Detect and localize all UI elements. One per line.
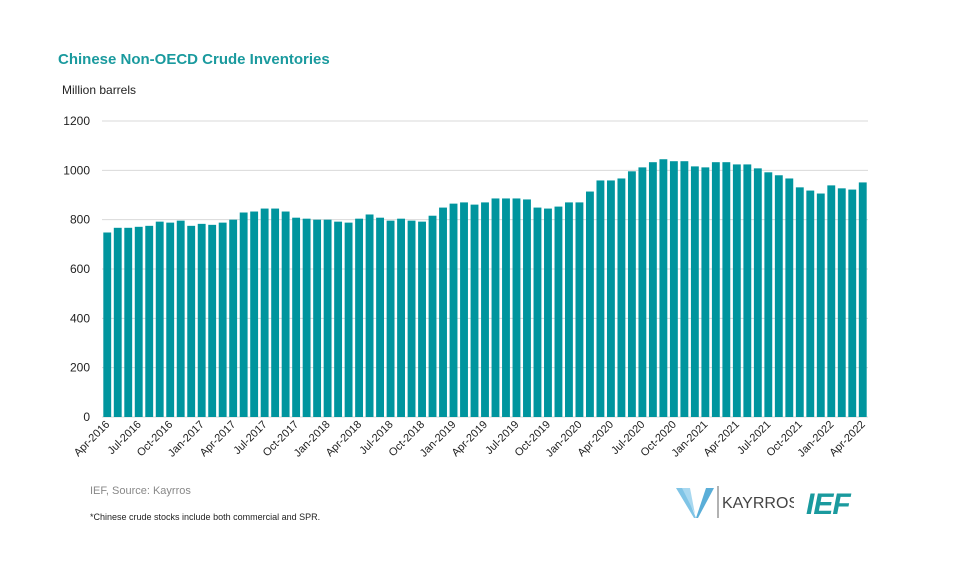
bar-Jul-2016	[134, 226, 143, 417]
bar-Jan-2022	[827, 185, 836, 417]
bar-Dec-2019	[565, 202, 573, 417]
bar-Oct-2016	[166, 222, 175, 417]
bar-May-2018	[365, 214, 374, 417]
bar-Aug-2020	[648, 162, 657, 417]
bar-Aug-2017	[271, 208, 280, 417]
bar-Oct-2020	[669, 161, 678, 417]
kayrros-logo-text: KAYRROS	[722, 495, 794, 512]
bar-Feb-2021	[711, 162, 720, 417]
bar-Jul-2019	[512, 198, 521, 417]
bar-Feb-2019	[460, 202, 468, 417]
y-tick-label: 1200	[63, 114, 90, 128]
bar-May-2019	[491, 198, 500, 417]
bar-Feb-2022	[837, 188, 846, 417]
bar-Jan-2017	[197, 223, 206, 417]
bar-Apr-2020	[606, 180, 615, 417]
x-tick-label: Apr-2016	[72, 419, 112, 459]
bar-Sep-2021	[785, 178, 794, 417]
bar-Apr-2019	[481, 202, 489, 417]
bar-Dec-2017	[313, 219, 322, 417]
bar-Mar-2019	[470, 204, 479, 417]
bar-Jan-2020	[575, 202, 584, 417]
bar-Dec-2021	[816, 193, 825, 417]
bar-Nov-2019	[554, 206, 563, 417]
bar-Apr-2021	[732, 164, 741, 417]
source-text: IEF, Source: Kayrros	[90, 485, 191, 497]
bar-Dec-2018	[439, 207, 447, 417]
bar-May-2016	[113, 227, 122, 417]
bar-Oct-2021	[795, 187, 804, 417]
bar-Nov-2021	[806, 190, 815, 417]
bar-Sep-2020	[659, 159, 668, 417]
bar-Oct-2018	[418, 221, 426, 417]
y-tick-label: 0	[83, 410, 90, 424]
bar-May-2017	[239, 212, 248, 417]
bar-Sep-2018	[407, 220, 416, 417]
bar-Jul-2018	[386, 220, 395, 417]
bar-Mar-2017	[218, 222, 227, 417]
bar-Jun-2019	[502, 198, 510, 417]
y-tick-label: 800	[70, 213, 90, 227]
bar-Nov-2016	[176, 220, 185, 417]
bar-Jan-2019	[449, 203, 458, 417]
bar-Apr-2017	[229, 219, 238, 417]
bar-Jul-2021	[764, 172, 773, 417]
bar-May-2021	[743, 164, 752, 417]
bar-Apr-2022	[858, 182, 867, 417]
bar-Mar-2021	[722, 162, 731, 417]
bar-May-2020	[617, 178, 626, 417]
bar-Oct-2017	[292, 217, 301, 417]
y-tick-label: 400	[70, 311, 90, 325]
y-tick-label: 600	[70, 262, 90, 276]
bar-Jul-2020	[638, 167, 647, 417]
bar-Apr-2018	[355, 218, 364, 417]
bar-Jun-2018	[376, 217, 385, 417]
bar-Jun-2016	[124, 227, 133, 417]
kayrros-logo: KAYRROS	[674, 484, 799, 520]
bar-Nov-2018	[428, 215, 437, 417]
bar-Sep-2017	[281, 211, 290, 417]
bar-Feb-2017	[208, 224, 217, 417]
bar-Jul-2017	[260, 208, 269, 417]
bar-Sep-2016	[155, 221, 164, 417]
bar-Aug-2016	[145, 225, 154, 417]
bar-Dec-2016	[187, 225, 196, 417]
bar-Apr-2016	[103, 232, 112, 417]
bar-Feb-2020	[585, 191, 594, 417]
bar-Jun-2021	[753, 168, 762, 417]
bar-Sep-2019	[533, 207, 542, 417]
ief-logo: IEF	[806, 488, 851, 521]
bar-Mar-2022	[848, 189, 857, 417]
bar-Nov-2017	[302, 218, 311, 417]
bar-Aug-2021	[774, 175, 783, 417]
bar-Aug-2019	[523, 199, 531, 417]
bar-Jun-2020	[627, 171, 636, 417]
bar-Nov-2020	[680, 161, 689, 417]
bar-Aug-2018	[397, 218, 405, 417]
bar-Dec-2020	[690, 166, 699, 417]
bar-chart: 020040060080010001200Apr-2016Jul-2016Oct…	[63, 114, 868, 460]
bar-Mar-2020	[596, 180, 605, 417]
bar-Jun-2017	[250, 211, 259, 417]
y-axis-label: Million barrels	[62, 83, 137, 97]
y-tick-label: 1000	[63, 163, 90, 177]
bar-Feb-2018	[334, 221, 343, 417]
bar-Mar-2018	[344, 222, 353, 417]
footnote: *Chinese crude stocks include both comme…	[90, 512, 321, 522]
chart-title: Chinese Non-OECD Crude Inventories	[58, 51, 330, 68]
bar-Oct-2019	[544, 208, 552, 417]
bar-Jan-2021	[701, 167, 710, 417]
y-tick-label: 200	[70, 361, 90, 375]
bar-Jan-2018	[323, 219, 332, 417]
